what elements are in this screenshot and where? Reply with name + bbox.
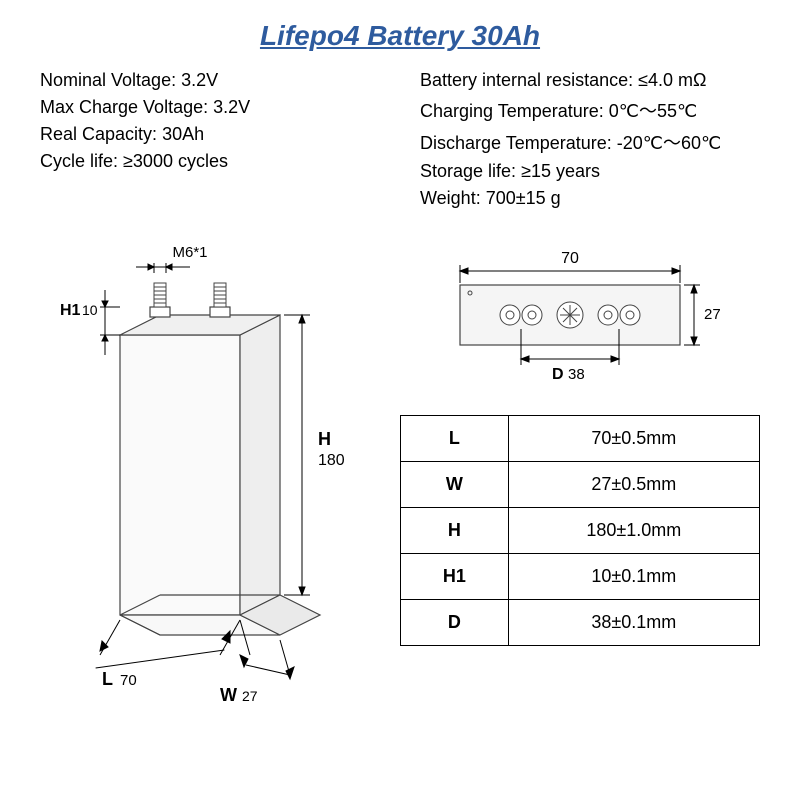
spec-value: 0℃～55℃: [609, 101, 697, 121]
dim-sym: L: [401, 416, 509, 462]
spec-value: ≤4.0 mΩ: [638, 70, 706, 90]
terminal-label: M6*1: [172, 244, 207, 261]
spec-label: Cycle life:: [40, 151, 118, 171]
h1-label: H1: [60, 302, 81, 319]
spec-label: Storage life:: [420, 161, 516, 181]
spec-label: Max Charge Voltage:: [40, 97, 208, 117]
top-width-label: 70: [561, 250, 579, 267]
page-title: Lifepo4 Battery 30Ah: [40, 20, 760, 52]
dim-sym: H: [401, 508, 509, 554]
spec-value: ≥15 years: [521, 161, 600, 181]
l-value: 70: [120, 672, 137, 689]
dim-sym: H1: [401, 554, 509, 600]
spec-label: Weight:: [420, 188, 481, 208]
spec-value: 3.2V: [181, 70, 218, 90]
spec-value: 3.2V: [213, 97, 250, 117]
spec-label: Discharge Temperature:: [420, 133, 612, 153]
spec-value: -20℃～60℃: [617, 133, 721, 153]
specs-left-col: Nominal Voltage: 3.2V Max Charge Voltage…: [40, 70, 380, 215]
w-value: 27: [242, 688, 258, 704]
table-row: W27±0.5mm: [401, 462, 760, 508]
dim-val: 10±0.1mm: [508, 554, 759, 600]
top-depth-label: 27: [704, 306, 721, 323]
h-label: H: [318, 429, 331, 449]
table-row: H110±0.1mm: [401, 554, 760, 600]
dim-sym: W: [401, 462, 509, 508]
w-label: W: [220, 685, 237, 705]
d-label: D: [552, 366, 564, 383]
h1-value: 10: [82, 302, 98, 318]
table-row: L70±0.5mm: [401, 416, 760, 462]
spec-label: Real Capacity:: [40, 124, 157, 144]
l-label: L: [102, 669, 113, 689]
dimension-table: L70±0.5mm W27±0.5mm H180±1.0mm H110±0.1m…: [400, 415, 760, 646]
d-value: 38: [568, 366, 585, 383]
table-row: D38±0.1mm: [401, 600, 760, 646]
isometric-diagram: M6*1 H1 10 H 180: [40, 235, 380, 715]
spec-label: Charging Temperature:: [420, 101, 604, 121]
dim-sym: D: [401, 600, 509, 646]
table-row: H180±1.0mm: [401, 508, 760, 554]
top-view-diagram: 70 27 D 38: [400, 235, 760, 395]
diagrams-block: M6*1 H1 10 H 180: [40, 235, 760, 715]
dim-val: 70±0.5mm: [508, 416, 759, 462]
specs-right-col: Battery internal resistance: ≤4.0 mΩ Cha…: [420, 70, 760, 215]
dim-val: 180±1.0mm: [508, 508, 759, 554]
spec-value: 700±15 g: [486, 188, 561, 208]
spec-value: ≥3000 cycles: [123, 151, 228, 171]
spec-value: 30Ah: [162, 124, 204, 144]
dim-val: 38±0.1mm: [508, 600, 759, 646]
spec-label: Battery internal resistance:: [420, 70, 633, 90]
h-value: 180: [318, 452, 345, 469]
specs-block: Nominal Voltage: 3.2V Max Charge Voltage…: [40, 70, 760, 215]
dim-val: 27±0.5mm: [508, 462, 759, 508]
spec-label: Nominal Voltage:: [40, 70, 176, 90]
